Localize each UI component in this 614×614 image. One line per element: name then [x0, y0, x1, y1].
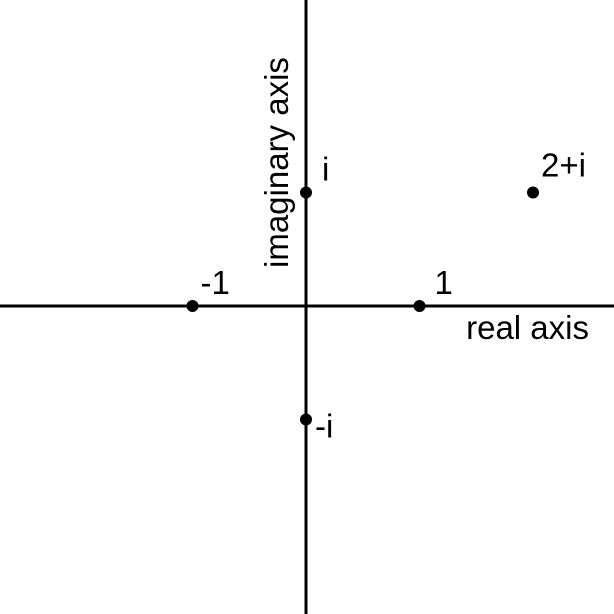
point-1 [413, 300, 426, 312]
point-minus-i [300, 413, 312, 426]
points-layer: i 2+i -1 1 -i [186, 147, 586, 445]
point-label-i: i [322, 151, 329, 188]
point-minus-1 [186, 300, 199, 312]
point-label-minus-1: -1 [201, 264, 230, 301]
point-i [300, 186, 312, 199]
imaginary-axis-label: imaginary axis [258, 57, 295, 268]
point-2plusi [527, 186, 539, 199]
point-label-1: 1 [435, 264, 453, 301]
real-axis-label: real axis [466, 309, 589, 346]
point-label-2plusi: 2+i [541, 147, 586, 184]
point-label-minus-i: -i [315, 408, 333, 445]
